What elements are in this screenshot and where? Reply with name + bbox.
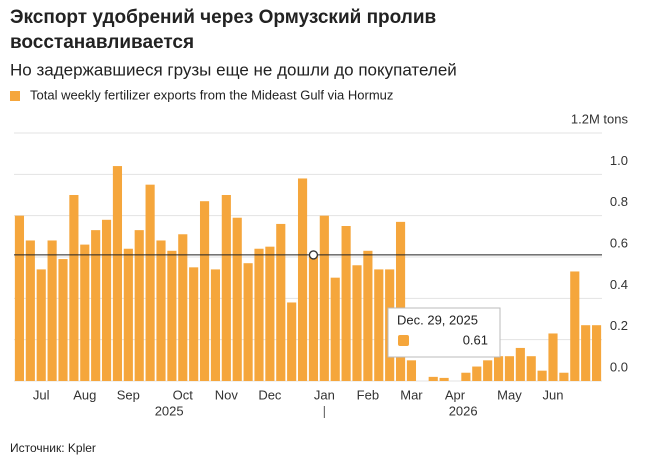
bar (232, 217, 242, 381)
bar (134, 230, 144, 381)
bar (515, 347, 525, 381)
x-tick-label: Jun (543, 387, 564, 402)
bar (439, 377, 449, 381)
bar (221, 195, 231, 381)
x-tick-label: Apr (445, 387, 466, 402)
bar (406, 360, 417, 381)
x-tick-label: May (497, 387, 522, 402)
bar (210, 269, 221, 381)
bar (199, 201, 210, 381)
year-label: 2025 (155, 403, 184, 418)
bar (341, 226, 351, 381)
tooltip-box (387, 307, 501, 358)
bar (493, 356, 504, 381)
bar (308, 254, 319, 381)
y-tick-label: 0.4 (610, 277, 628, 292)
bar (25, 240, 35, 381)
x-tick-label: Jan (314, 387, 335, 402)
bar (112, 166, 123, 381)
y-tick-label: 0.6 (610, 235, 628, 250)
bar (80, 244, 90, 381)
hover-dot (308, 250, 319, 260)
bar (428, 376, 438, 381)
bar (559, 372, 569, 381)
bar (58, 259, 68, 381)
y-tick-label: 1.0 (610, 153, 628, 168)
x-tick-label: Nov (215, 387, 239, 402)
bar (14, 215, 25, 381)
x-tick-label: Dec (258, 387, 282, 402)
bar (297, 178, 308, 381)
tooltip-value: 0.61 (463, 332, 488, 347)
bar (537, 370, 547, 381)
bar (374, 269, 384, 381)
bar (189, 267, 199, 381)
year-label: 2026 (449, 403, 478, 418)
legend-label: Total weekly fertilizer exports from the… (30, 87, 393, 102)
y-tick-label: 0.2 (610, 318, 628, 333)
bar (254, 248, 264, 381)
bar (548, 333, 558, 381)
chart-title-line: восстанавливается (10, 32, 194, 53)
bar (570, 271, 580, 381)
y-tick-label: 1.2M tons (571, 111, 629, 126)
tooltip-date: Dec. 29, 2025 (397, 312, 478, 327)
bar (243, 263, 253, 381)
source: Источник: Kpler (10, 441, 96, 455)
bar (47, 240, 57, 381)
bar (526, 356, 536, 381)
bar (591, 325, 602, 381)
bar (145, 184, 155, 381)
bar (472, 366, 482, 381)
bar (101, 219, 112, 381)
y-tick-label: 0.0 (610, 359, 628, 374)
bar (581, 325, 591, 381)
y-tick-label: 0.8 (610, 194, 628, 209)
legend-swatch (10, 91, 20, 101)
bar (330, 277, 340, 381)
bar (265, 246, 275, 381)
x-tick-label: Oct (173, 387, 194, 402)
bar (123, 248, 133, 381)
bar (363, 250, 373, 381)
bar (483, 360, 493, 381)
bar (319, 215, 329, 381)
bar (156, 240, 166, 381)
x-tick-label: Mar (400, 387, 423, 402)
bar (395, 221, 406, 381)
bar (91, 230, 101, 381)
tooltip-swatch (398, 335, 409, 346)
bar (69, 195, 79, 381)
bar (276, 223, 286, 381)
chart-title: Экспорт удобрений через Ормузский пролив (10, 7, 436, 28)
bar (287, 302, 297, 381)
x-tick-label: Feb (357, 387, 379, 402)
x-tick-label: Jul (33, 387, 50, 402)
bar (178, 234, 188, 381)
bar (167, 250, 177, 381)
bar (352, 265, 362, 381)
bar (36, 269, 46, 381)
bar (504, 356, 515, 381)
bar (461, 372, 471, 381)
x-tick-label: Aug (73, 387, 96, 402)
x-tick-label: Sep (117, 387, 140, 402)
chart-subtitle: Но задержавшиеся грузы еще не дошли до п… (10, 60, 457, 79)
